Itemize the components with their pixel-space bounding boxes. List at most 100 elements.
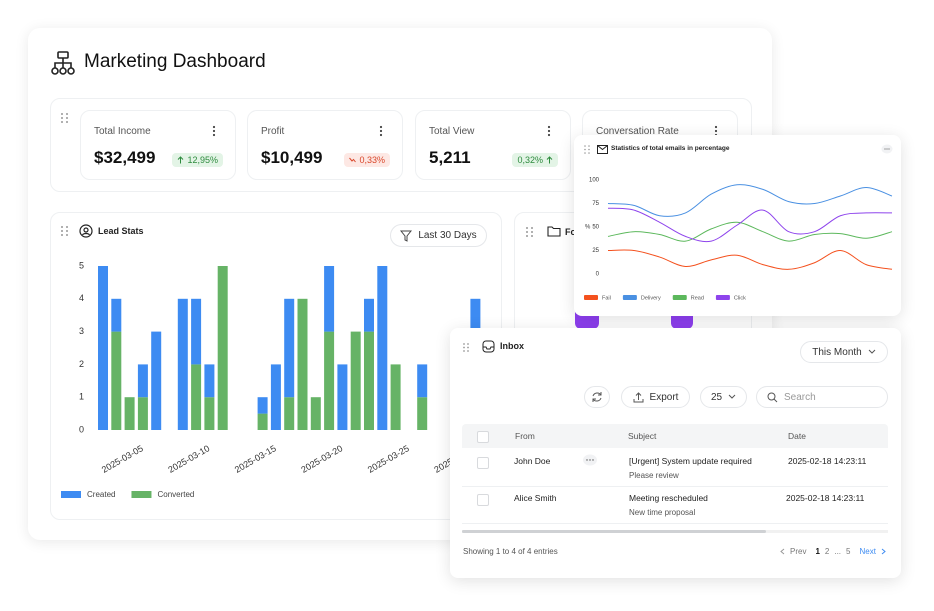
search-icon	[767, 392, 778, 403]
export-button[interactable]: Export	[621, 386, 690, 408]
menu-dot	[589, 459, 590, 460]
subject: Meeting rescheduled	[629, 493, 708, 503]
bar	[364, 299, 374, 332]
bar	[138, 364, 148, 397]
bar	[284, 299, 294, 397]
chevron-path	[882, 549, 885, 554]
kpi-card: Total Income $32,499 12,95%	[80, 110, 236, 180]
line	[608, 250, 892, 269]
chevron-path	[781, 549, 784, 554]
drag-handle[interactable]	[60, 112, 70, 126]
page-size-select[interactable]: 25	[700, 386, 747, 408]
column-header: Subject	[628, 431, 656, 441]
kpi-change: 12,95%	[172, 153, 223, 167]
page-button[interactable]: 5	[846, 547, 850, 556]
legend-label: Click	[734, 295, 746, 301]
bar	[204, 364, 214, 397]
kpi-menu[interactable]	[378, 125, 384, 137]
kpi-menu[interactable]	[211, 125, 217, 137]
select-all[interactable]	[477, 431, 489, 443]
bar	[364, 332, 374, 430]
search-placeholder: Search	[784, 392, 816, 403]
kpi-value: $10,499	[261, 148, 322, 168]
bar	[271, 364, 281, 430]
row-checkbox[interactable]	[477, 494, 489, 506]
bar	[298, 299, 308, 430]
bar	[178, 299, 188, 430]
page-button[interactable]: 1	[815, 547, 819, 556]
next-button[interactable]: Next	[859, 547, 875, 556]
bar	[258, 414, 268, 430]
kpi-card: Profit $10,499 0,33%	[247, 110, 403, 180]
kpi-label: Profit	[261, 126, 284, 137]
entries-info: Showing 1 to 4 of 4 entries	[463, 547, 558, 556]
row-divider	[462, 523, 888, 524]
line	[608, 185, 892, 217]
trend-icon	[349, 156, 356, 164]
export-label: Export	[650, 392, 679, 403]
column-header: Date	[788, 431, 806, 441]
x-tick-label: 2025-03-10	[166, 443, 211, 475]
pagination: Prev 12... 5 Next	[780, 547, 886, 556]
period-label: This Month	[812, 347, 861, 358]
menu-dot	[592, 459, 593, 460]
legend-label: Fail	[602, 295, 611, 301]
kpi-menu[interactable]	[546, 125, 552, 137]
bar	[258, 397, 268, 413]
inbox-card: Inbox This Month Export 25 Search From S…	[450, 328, 901, 578]
y-tick-label: 2	[79, 359, 84, 369]
drag-handle[interactable]	[525, 226, 535, 240]
row-checkbox[interactable]	[477, 457, 489, 469]
y-axis-label: %	[585, 225, 591, 231]
trend-arrow	[547, 157, 552, 164]
x-tick-label: 2025-03-20	[299, 443, 344, 475]
trend-arrow	[350, 158, 356, 162]
menu-dot	[380, 130, 382, 132]
chevron	[868, 349, 876, 355]
kpi-value: $32,499	[94, 148, 155, 168]
chevron	[780, 548, 785, 555]
kpi-label: Total Income	[94, 126, 151, 137]
page-button[interactable]: 2	[825, 547, 829, 556]
search-box[interactable]: Search	[756, 386, 888, 408]
refresh-button[interactable]	[584, 386, 610, 408]
bar	[311, 397, 321, 430]
bar	[111, 299, 121, 332]
trend-icon	[177, 156, 184, 164]
email-stats-card: Statistics of total emails in percentage…	[574, 135, 901, 316]
menu-dot	[380, 126, 382, 128]
bar	[324, 332, 334, 430]
x-tick-label: 2025-03-05	[100, 443, 145, 475]
period-select[interactable]: This Month	[800, 341, 888, 363]
bar	[417, 364, 427, 397]
from: Alice Smith	[514, 493, 557, 503]
prev-button[interactable]: Prev	[790, 547, 806, 556]
legend-swatch	[131, 491, 151, 498]
bar	[111, 332, 121, 430]
change-text: 0,33%	[359, 155, 385, 165]
email-stats-chart: 0255075100%FailDeliveryReadClick	[574, 135, 901, 316]
bar	[125, 397, 135, 430]
inbox-icon	[482, 340, 495, 353]
chevron	[881, 548, 886, 555]
preview: New time proposal	[629, 508, 695, 517]
chevron	[728, 394, 736, 400]
page-button[interactable]: ...	[834, 547, 841, 556]
kpi-card: Total View5,2110,32%	[415, 110, 571, 180]
y-tick-label: 75	[592, 201, 599, 207]
lead-stats-chart: 0123452025-03-052025-03-102025-03-152025…	[50, 212, 500, 518]
drag-handle[interactable]	[462, 342, 472, 354]
menu-dot	[586, 459, 587, 460]
legend-label: Delivery	[641, 295, 661, 301]
dashboard-icon	[50, 50, 76, 76]
bar	[284, 397, 294, 430]
scroll-thumb[interactable]	[462, 530, 766, 533]
kpi-value: 5,211	[429, 148, 471, 168]
row-menu[interactable]	[582, 454, 598, 466]
bar	[351, 332, 361, 430]
legend-swatch	[584, 295, 598, 300]
legend-swatch	[716, 295, 730, 300]
legend-swatch	[673, 295, 687, 300]
y-tick-label: 25	[592, 248, 599, 254]
